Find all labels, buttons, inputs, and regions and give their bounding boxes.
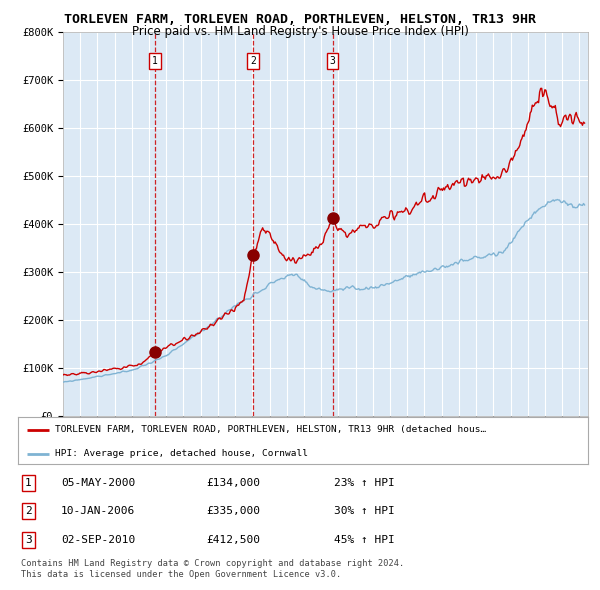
Text: HPI: Average price, detached house, Cornwall: HPI: Average price, detached house, Corn… [55,450,308,458]
Text: 02-SEP-2010: 02-SEP-2010 [61,535,135,545]
Text: 23% ↑ HPI: 23% ↑ HPI [334,478,395,488]
Text: 1: 1 [25,478,32,488]
Text: 30% ↑ HPI: 30% ↑ HPI [334,506,395,516]
Text: 2: 2 [250,56,256,66]
Text: TORLEVEN FARM, TORLEVEN ROAD, PORTHLEVEN, HELSTON, TR13 9HR (detached hous…: TORLEVEN FARM, TORLEVEN ROAD, PORTHLEVEN… [55,425,487,434]
Text: TORLEVEN FARM, TORLEVEN ROAD, PORTHLEVEN, HELSTON, TR13 9HR: TORLEVEN FARM, TORLEVEN ROAD, PORTHLEVEN… [64,13,536,26]
Text: 2: 2 [25,506,32,516]
Text: £412,500: £412,500 [206,535,260,545]
Text: 05-MAY-2000: 05-MAY-2000 [61,478,135,488]
Text: 10-JAN-2006: 10-JAN-2006 [61,506,135,516]
Text: Price paid vs. HM Land Registry's House Price Index (HPI): Price paid vs. HM Land Registry's House … [131,25,469,38]
Text: Contains HM Land Registry data © Crown copyright and database right 2024.: Contains HM Land Registry data © Crown c… [21,559,404,568]
Text: £134,000: £134,000 [206,478,260,488]
Text: This data is licensed under the Open Government Licence v3.0.: This data is licensed under the Open Gov… [21,570,341,579]
Text: 1: 1 [152,56,158,66]
Text: 45% ↑ HPI: 45% ↑ HPI [334,535,395,545]
Text: 3: 3 [330,56,335,66]
Text: £335,000: £335,000 [206,506,260,516]
Text: 3: 3 [25,535,32,545]
